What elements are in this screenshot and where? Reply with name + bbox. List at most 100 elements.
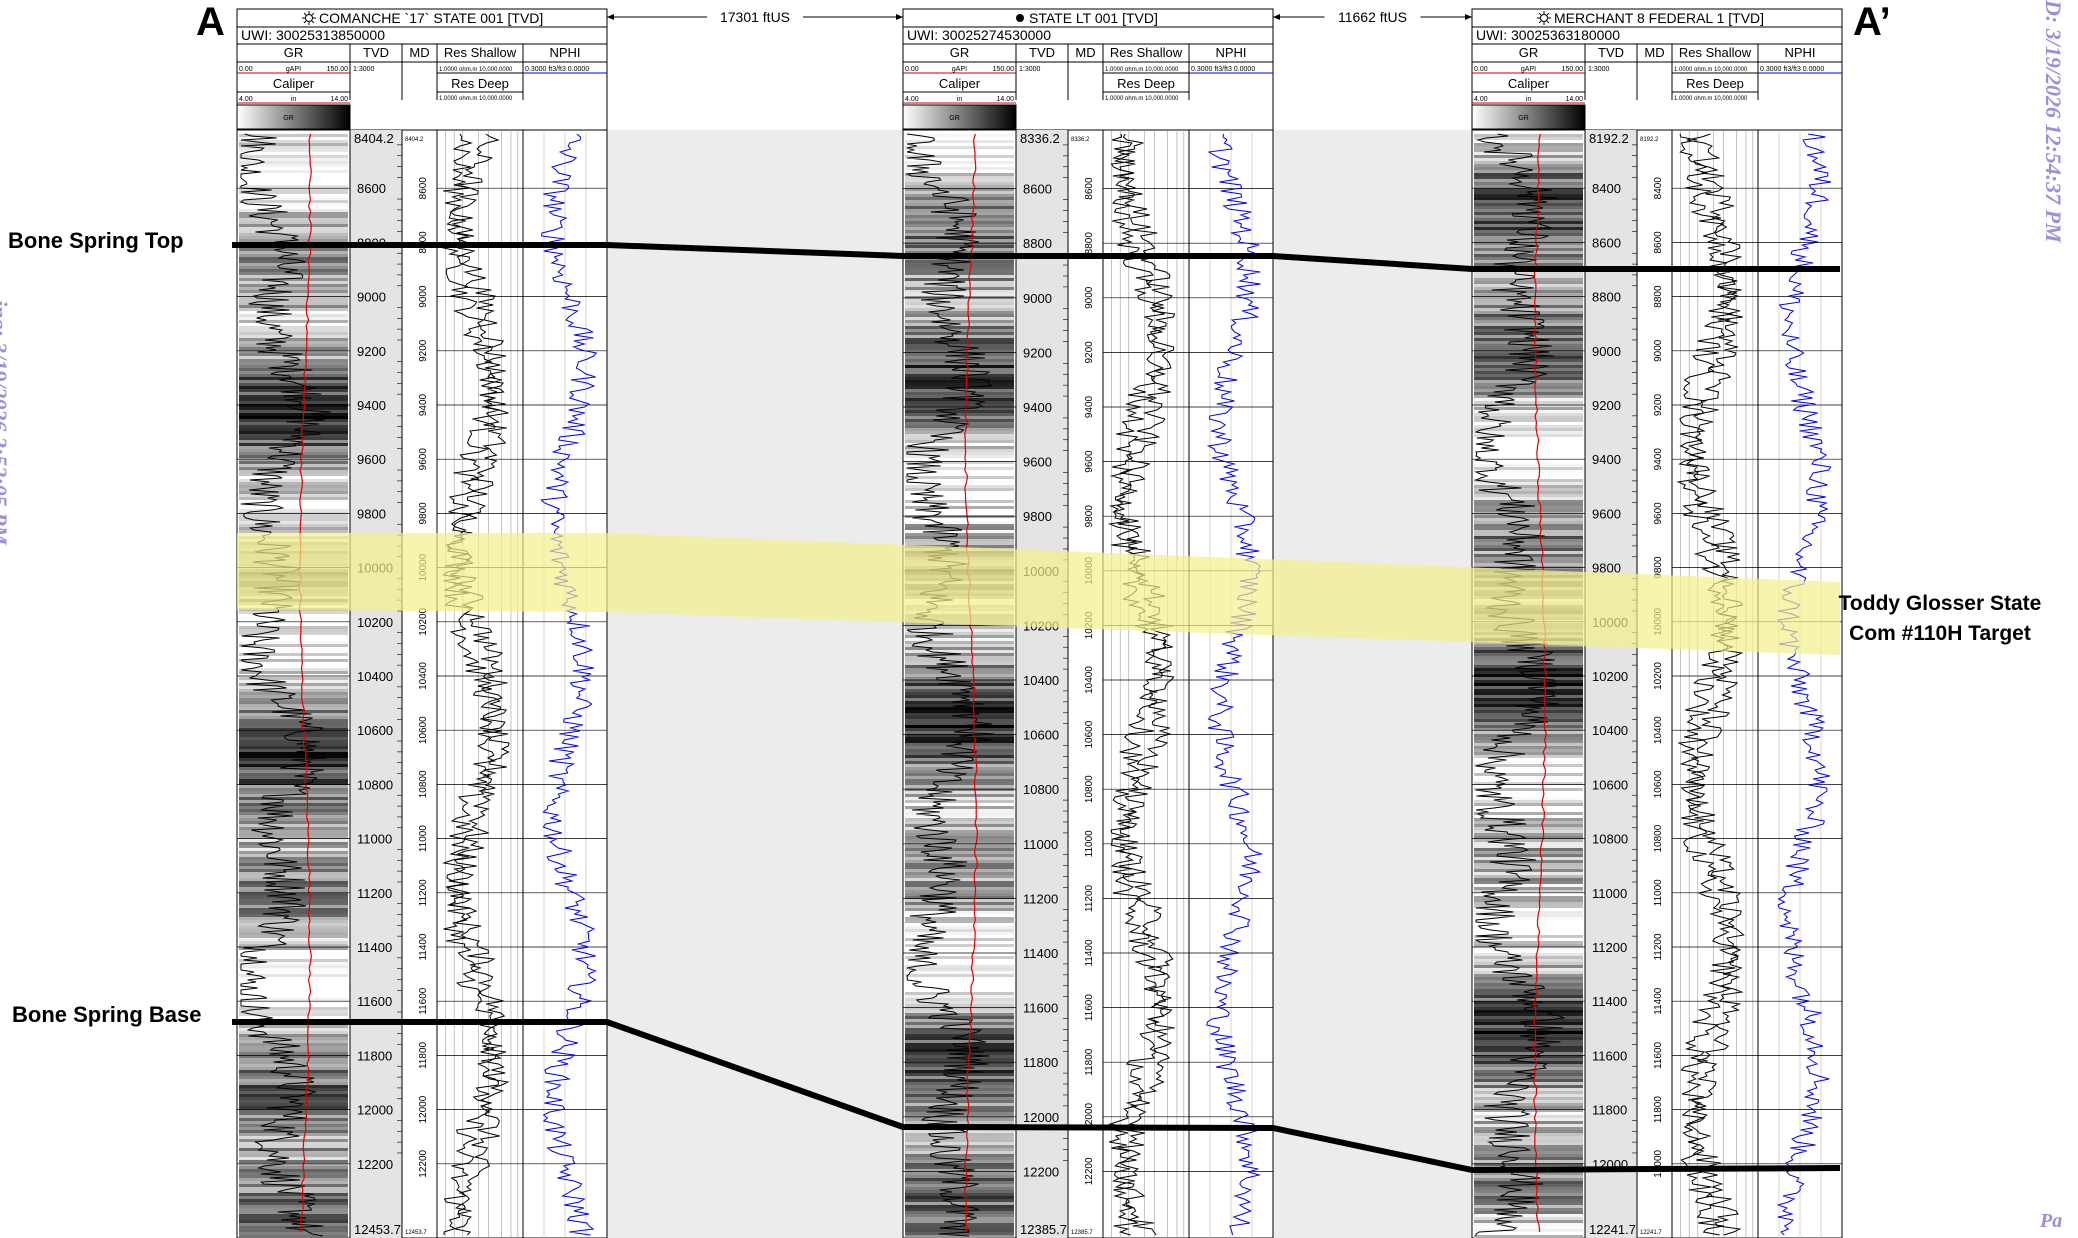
bone-spring-top-line [237, 242, 1840, 272]
tvd-scale: 1:3000 [1019, 66, 1041, 73]
md-header: MD [1075, 45, 1095, 60]
md-tick-label: 11600 [1084, 994, 1095, 1022]
res-shallow-scale: 1.0000 ohm.m 10,000.0000 [1674, 67, 1748, 73]
tvd-bottom-depth: 12385.7 [1020, 1222, 1067, 1237]
tvd-tick-label: 9000 [357, 290, 386, 305]
caliper-scale-min: 4.00 [905, 96, 919, 103]
res-shallow-scale: 1.0000 ohm.m 10,000.0000 [439, 67, 513, 73]
well-panel-3: MERCHANT 8 FEDERAL 1 [TVD]UWI: 300253631… [1471, 8, 1843, 1238]
md-top-depth: 8404.2 [405, 137, 424, 143]
tvd-tick-label: 8600 [1592, 235, 1621, 250]
gr-curve [239, 133, 331, 1237]
md-tick-label: 11200 [1084, 884, 1095, 912]
nphi-curve [1206, 133, 1264, 1236]
gr-scale-min: 0.00 [1474, 66, 1488, 73]
res-deep-scale: 1.0000 ohm.m 10,000.0000 [1674, 96, 1748, 102]
nphi-header: NPHI [1215, 45, 1246, 60]
md-tick-label: 10400 [1653, 716, 1664, 744]
tvd-tick-label: 11400 [357, 940, 392, 955]
caliper-scale-max: 14.00 [996, 96, 1014, 103]
well-uwi: UWI: 30025313850000 [241, 27, 385, 43]
tvd-tick-label: 10600 [1592, 777, 1628, 792]
tvd-tick-label: 9000 [1592, 344, 1621, 359]
md-bottom-depth: 12241.7 [1640, 1230, 1662, 1236]
md-tick-label: 11000 [1653, 879, 1664, 907]
md-tick-label: 10800 [418, 770, 429, 798]
md-tick-label: 10800 [1084, 775, 1095, 803]
tvd-track-background [1585, 130, 1637, 1238]
md-tick-label: 10400 [1084, 666, 1095, 694]
md-tick-label: 8600 [1653, 231, 1664, 254]
well-header: MERCHANT 8 FEDERAL 1 [TVD]UWI: 300253631… [1471, 8, 1843, 131]
tvd-tick-label: 9400 [1023, 400, 1052, 415]
md-tick-label: 9400 [1084, 395, 1095, 418]
md-tick-label: 12000 [1653, 1149, 1664, 1177]
md-tick-label: 9800 [1084, 505, 1095, 528]
tvd-track-background [350, 130, 402, 1238]
gr-header: GR [950, 45, 970, 60]
gr-fill-legend [236, 104, 351, 130]
md-tick-label: 9800 [418, 502, 429, 525]
tvd-header: TVD [363, 45, 389, 60]
md-tick-label: 12200 [418, 1149, 429, 1177]
md-header: MD [409, 45, 429, 60]
md-tick-label: 11400 [1653, 987, 1664, 1015]
res-grid [1680, 130, 1822, 1238]
gr-scale-unit: gAPI [952, 66, 967, 73]
gr-fill-legend-label: GR [949, 115, 960, 122]
md-header: MD [1644, 45, 1664, 60]
tvd-tick-label: 10200 [1592, 669, 1628, 684]
caliper-scale-max: 14.00 [1565, 96, 1583, 103]
well-header: COMANCHE `17` STATE 001 [TVD]UWI: 300253… [236, 8, 608, 131]
spacing-label-bg [1324, 8, 1421, 26]
gas-well-icon [302, 11, 316, 25]
tvd-tick-label: 8600 [357, 181, 386, 196]
md-tick-label: 10600 [418, 716, 429, 744]
tvd-track-background [1016, 130, 1068, 1238]
well-log-body: 8336.2 8336.2 8600 8600 8800 8800 9000 9000 9200… [902, 129, 1274, 1238]
md-tick-label: 8600 [418, 177, 429, 200]
bone-spring-base-label: Bone Spring Base [12, 1002, 202, 1027]
md-tick-label: 11600 [1653, 1041, 1664, 1069]
tvd-tick-label: 10600 [357, 723, 393, 738]
caliper-header: Caliper [939, 76, 981, 91]
caliper-curve [1532, 133, 1547, 1233]
target-zone-band [237, 533, 1840, 655]
tvd-tick-label: 9800 [357, 506, 386, 521]
tvd-tick-label: 9200 [357, 344, 386, 359]
md-tick-label: 9400 [1653, 448, 1664, 471]
caliper-scale-max: 14.00 [330, 96, 348, 103]
well-panel-2: STATE LT 001 [TVD]UWI: 30025274530000 GR T… [902, 8, 1274, 1238]
depth-scale: 8336.2 8336.2 8600 8600 8800 8800 9000 9000 9200… [903, 131, 1273, 1237]
gr-scale-unit: gAPI [286, 66, 301, 73]
md-tick-label: 11800 [1084, 1048, 1095, 1076]
well-uwi: UWI: 30025363180000 [1476, 27, 1620, 43]
md-tick-label: 12200 [1084, 1157, 1095, 1185]
well-spacing-2: 11662 ftUS [1273, 8, 1472, 26]
tvd-tick-label: 11800 [357, 1048, 392, 1063]
tvd-tick-label: 12200 [1023, 1164, 1059, 1179]
gr-fill-legend [1471, 104, 1586, 130]
gr-curve [1474, 133, 1566, 1236]
tvd-tick-label: 8800 [1023, 236, 1052, 251]
tvd-bottom-depth: 12453.7 [354, 1222, 401, 1237]
gr-scale-min: 0.00 [239, 66, 253, 73]
gr-header: GR [284, 45, 304, 60]
spacing-label-bg [707, 8, 803, 26]
tvd-tick-label: 11400 [1592, 994, 1627, 1009]
gap-background-1 [607, 130, 903, 1238]
tvd-tick-label: 11200 [1592, 940, 1627, 955]
caliper-scale-unit: in [291, 96, 297, 103]
md-tick-label: 11800 [418, 1041, 429, 1069]
tvd-tick-label: 11400 [1023, 946, 1058, 961]
md-tick-label: 12000 [418, 1095, 429, 1123]
nphi-curve [540, 133, 598, 1236]
tvd-scale: 1:3000 [1588, 66, 1610, 73]
well-panel-1: COMANCHE `17` STATE 001 [TVD]UWI: 300253… [236, 8, 608, 1238]
res-deep-curve [1677, 133, 1745, 1236]
caliper-curve [298, 133, 313, 1233]
md-tick-label: 8400 [1653, 177, 1664, 200]
tvd-tick-label: 9400 [1592, 452, 1621, 467]
tvd-tick-label: 11200 [357, 886, 392, 901]
